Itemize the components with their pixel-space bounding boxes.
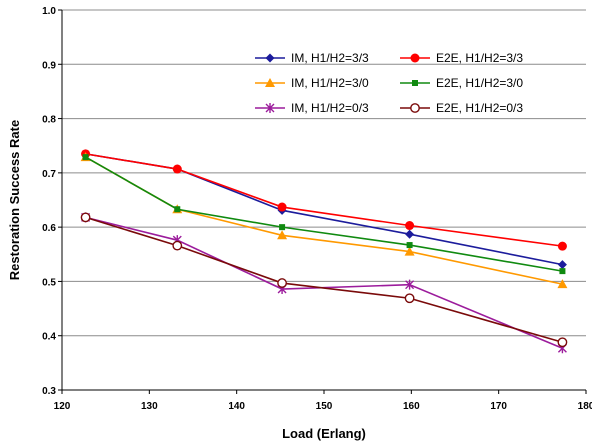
y-tick-label: 0.3 (42, 386, 56, 397)
y-tick-label: 0.7 (42, 169, 56, 180)
legend-label: E2E, H1/H2=3/0 (436, 76, 523, 90)
x-tick-label: 170 (490, 401, 507, 412)
x-tick-label: 120 (54, 401, 71, 412)
circle-marker (410, 53, 420, 63)
legend-label: IM, H1/H2=0/3 (291, 101, 369, 115)
legend-label: E2E, H1/H2=3/3 (436, 51, 523, 65)
axes: 0.3 0.4 0.5 0.6 0.7 0.8 0.9 1.0 120 130 140 150 160 1… (42, 6, 592, 412)
legend-item: IM, H1/H2=0/3 (255, 101, 369, 115)
open-circle-marker (80, 212, 91, 223)
legend-label: E2E, H1/H2=0/3 (436, 101, 523, 115)
square-marker (559, 268, 566, 275)
legend-item: E2E, H1/H2=0/3 (400, 101, 523, 115)
x-tick-label: 160 (403, 401, 420, 412)
square-marker (82, 154, 89, 161)
circle-marker (557, 241, 567, 251)
y-tick-label: 0.4 (42, 332, 56, 343)
square-marker (406, 242, 413, 249)
legend-item: E2E, H1/H2=3/0 (400, 76, 523, 90)
triangle-marker (265, 78, 275, 87)
legend: IM, H1/H2=3/3 E2E, H1/H2=3/3 IM, H1/H2=3/0… (255, 51, 523, 115)
open-circle-marker (410, 103, 420, 113)
y-tick-label: 1.0 (42, 6, 56, 17)
open-circle-marker (404, 293, 415, 304)
x-tick-label: 150 (316, 401, 333, 412)
square-marker (174, 206, 181, 213)
series-layer (80, 149, 568, 354)
star-marker (405, 279, 415, 290)
open-circle-marker (557, 337, 568, 348)
x-axis-title: Load (Erlang) (282, 426, 366, 441)
star-marker (265, 103, 275, 113)
diamond-marker (265, 53, 275, 63)
series-e2e-h1-h2-0-3 (80, 212, 568, 348)
circle-marker (277, 202, 287, 212)
circle-marker (405, 221, 415, 231)
open-circle-marker (277, 278, 287, 288)
diamond-marker (405, 229, 415, 239)
diamond-marker (557, 260, 567, 270)
star-stroke (405, 279, 415, 290)
legend-label: IM, H1/H2=3/3 (291, 51, 369, 65)
open-circle-marker (172, 240, 183, 251)
x-tick-label: 180 (578, 401, 592, 412)
series-e2e-h1-h2-3-0 (82, 154, 566, 275)
x-tick-label: 140 (228, 401, 245, 412)
square-marker (279, 224, 286, 231)
legend-item: E2E, H1/H2=3/3 (400, 51, 523, 65)
y-tick-label: 0.6 (42, 223, 56, 234)
legend-item: IM, H1/H2=3/0 (255, 76, 369, 90)
square-marker (412, 80, 418, 86)
triangle-marker (277, 230, 288, 240)
legend-label: IM, H1/H2=3/0 (291, 76, 369, 90)
triangle-marker (557, 279, 568, 289)
y-tick-label: 0.9 (42, 60, 56, 71)
triangle-marker (404, 246, 415, 256)
y-tick-label: 0.8 (42, 115, 56, 126)
y-tick-label: 0.5 (42, 277, 56, 288)
legend-item: IM, H1/H2=3/3 (255, 51, 369, 65)
star-stroke (265, 103, 275, 113)
x-tick-label: 130 (141, 401, 158, 412)
circle-marker (172, 164, 182, 174)
gridlines (62, 9, 586, 337)
y-axis-title: Restoration Success Rate (7, 120, 22, 280)
